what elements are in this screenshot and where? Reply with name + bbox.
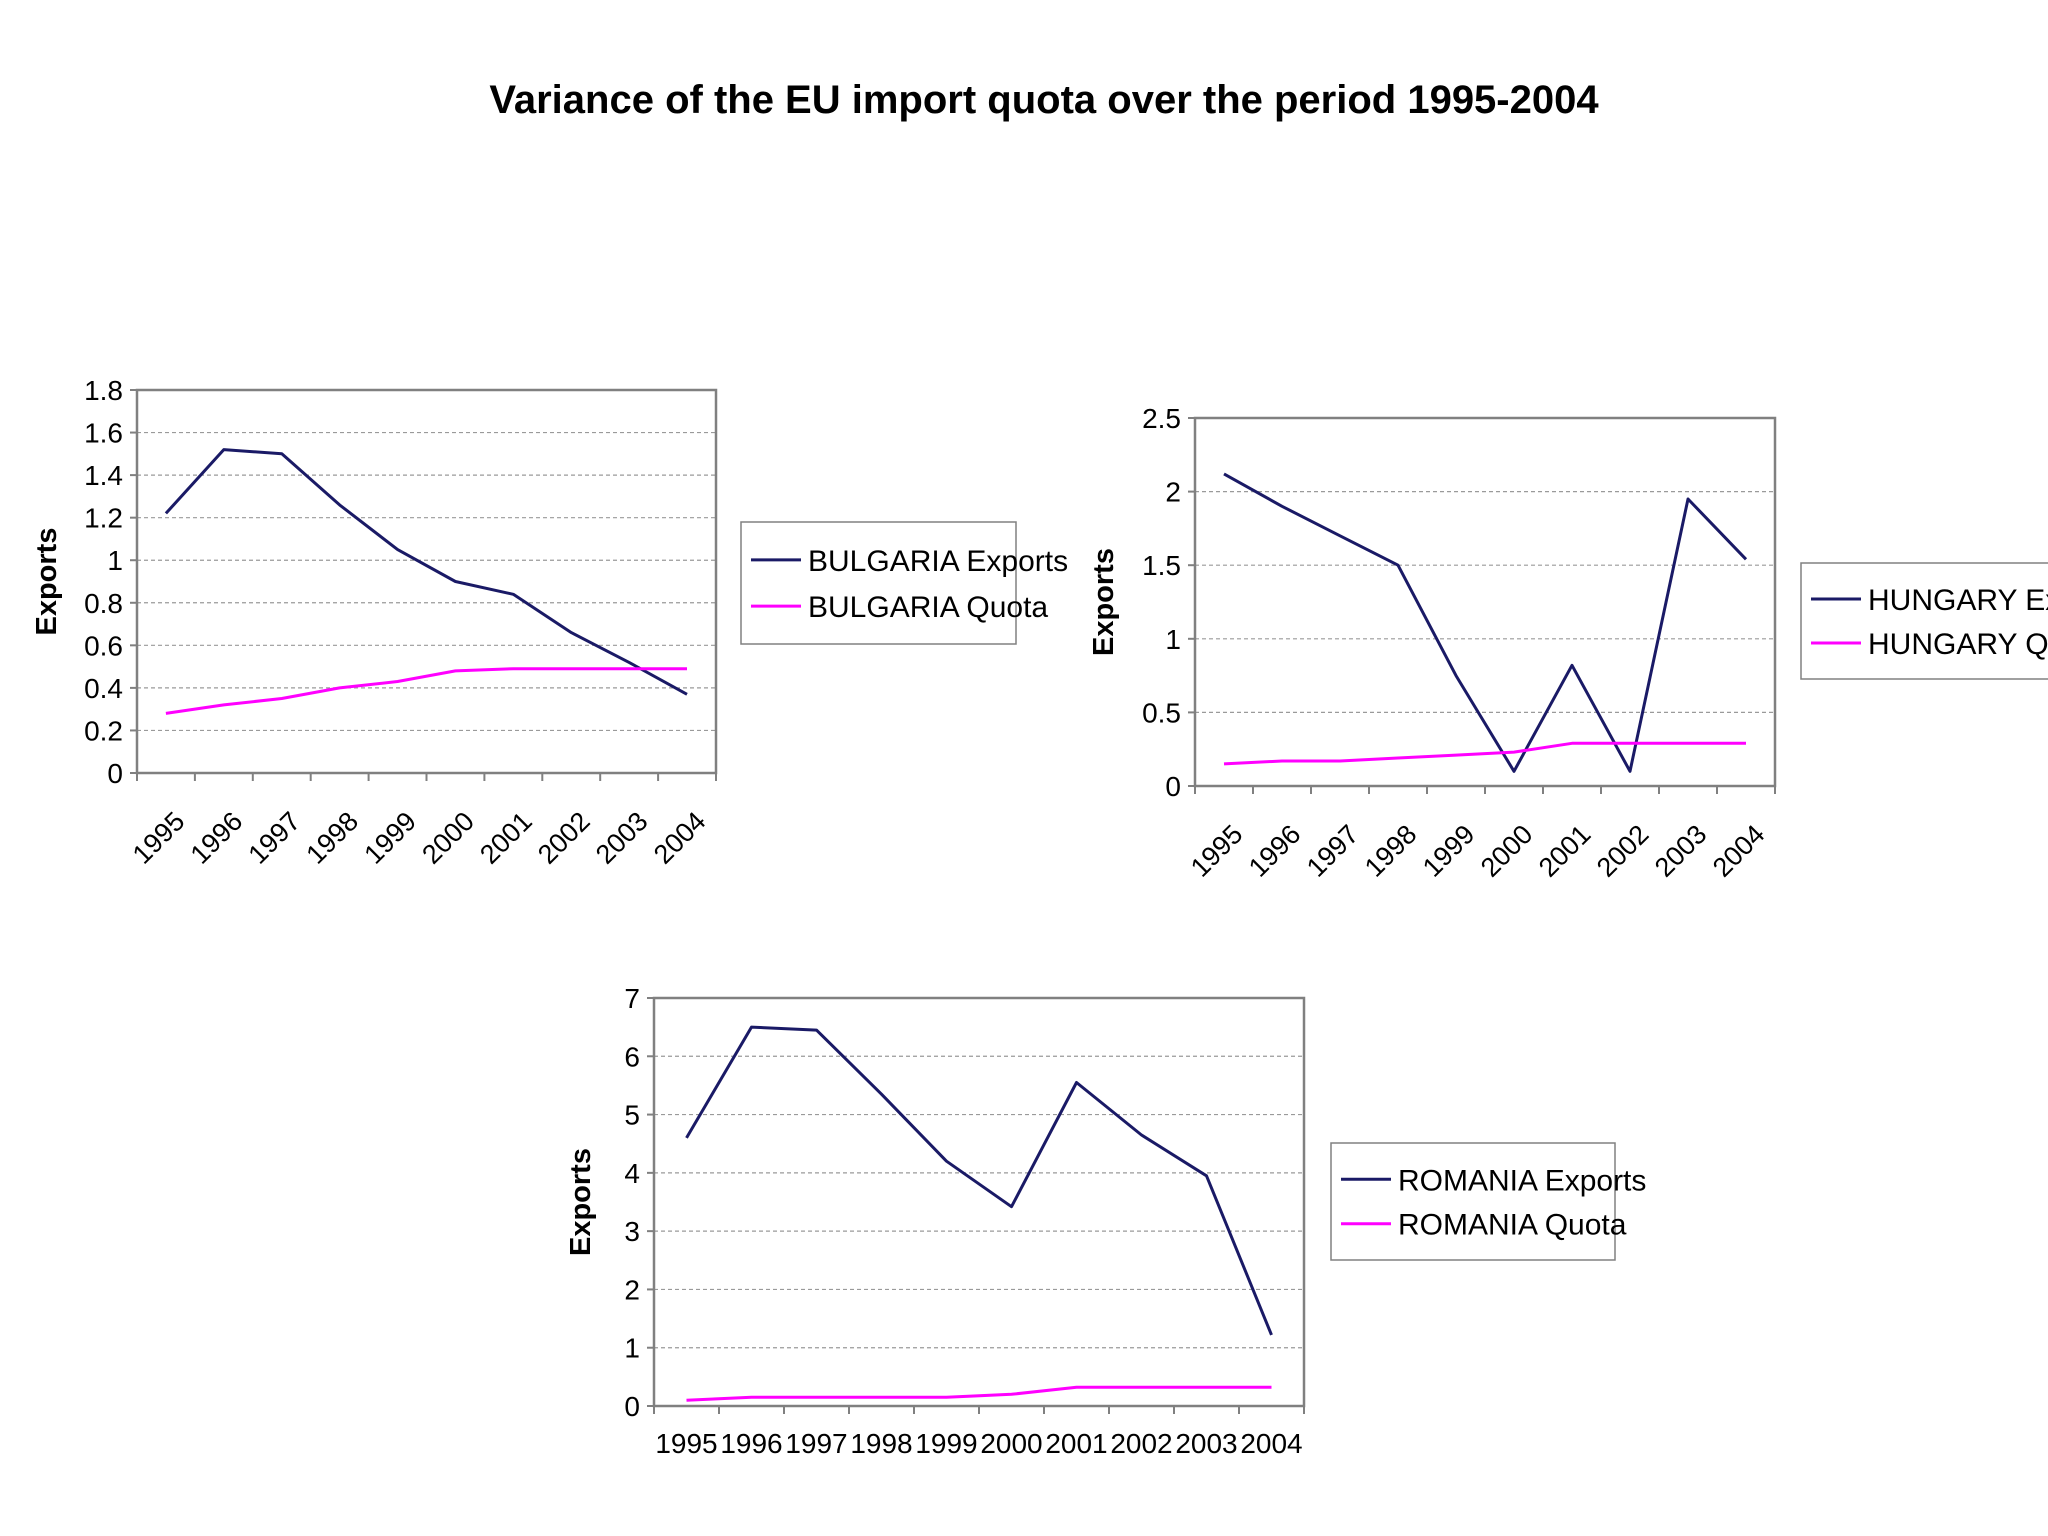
y-tick-label: 2 — [1165, 477, 1181, 508]
y-tick-label: 1.5 — [1142, 550, 1181, 581]
y-tick-label: 2 — [624, 1274, 640, 1305]
x-tick-label: 1999 — [358, 806, 422, 870]
legend-box — [1330, 1142, 1616, 1261]
plot-area — [1195, 418, 1775, 786]
x-tick-label: 2000 — [416, 806, 480, 870]
x-tick-label: 1996 — [720, 1428, 782, 1459]
legend-box — [740, 521, 1017, 645]
x-tick-label: 1995 — [1185, 819, 1249, 883]
x-tick-label: 2002 — [532, 806, 596, 870]
series-line-exports — [1223, 472, 1748, 773]
x-tick-label: 2003 — [590, 806, 654, 870]
y-tick-label: 6 — [624, 1041, 640, 1072]
x-tick-label: 1998 — [300, 806, 364, 870]
legend: ROMANIA Exports ROMANIA Quota — [1330, 1142, 1646, 1261]
x-tick-label: 2001 — [1533, 819, 1597, 883]
x-tick-label: 2002 — [1591, 819, 1655, 883]
x-tick-label: 1997 — [243, 806, 307, 870]
chart-bulgaria: 00.20.40.60.811.21.41.61.819951996199719… — [31, 375, 1068, 870]
y-axis-label: Exports — [1088, 548, 1120, 656]
legend-box — [1800, 562, 2048, 680]
y-tick-label: 0.4 — [84, 673, 123, 704]
y-axis-label: Exports — [31, 528, 63, 636]
y-tick-label: 1 — [624, 1333, 640, 1364]
x-tick-label: 2003 — [1649, 819, 1713, 883]
legend-entry: ROMANIA Exports — [1398, 1164, 1646, 1197]
y-tick-label: 1.4 — [84, 460, 123, 491]
legend-entry: BULGARIA Quota — [808, 591, 1048, 624]
y-tick-label: 5 — [624, 1100, 640, 1131]
legend-entry: HUNGARY Exports — [1868, 584, 2048, 617]
series-line-exports — [164, 448, 688, 696]
y-tick-label: 4 — [624, 1158, 640, 1189]
x-tick-label: 2004 — [648, 806, 712, 870]
y-tick-label: 0.5 — [1142, 697, 1181, 728]
y-tick-label: 1 — [107, 545, 123, 576]
series-line-quota — [165, 667, 687, 715]
y-tick-label: 0.6 — [84, 630, 123, 661]
y-tick-label: 2.5 — [1142, 403, 1181, 434]
x-tick-label: 2000 — [1475, 819, 1539, 883]
x-tick-label: 1998 — [850, 1428, 912, 1459]
x-tick-label: 1999 — [1417, 819, 1481, 883]
x-tick-label: 2001 — [1045, 1428, 1107, 1459]
page-title: Variance of the EU import quota over the… — [489, 78, 1599, 122]
x-tick-label: 2003 — [1175, 1428, 1237, 1459]
series-line-exports — [685, 1025, 1273, 1336]
x-tick-label: 2000 — [980, 1428, 1042, 1459]
y-tick-label: 0 — [107, 758, 123, 789]
y-tick-label: 1 — [1165, 624, 1181, 655]
x-tick-label: 2002 — [1110, 1428, 1172, 1459]
chart-romania: 0 1 2 3 4 5 6 7 1995 1996 1997 1998 1999 2000 2001 2002… — [565, 983, 1646, 1459]
series-line-quota — [1223, 741, 1746, 766]
series-line-quota — [686, 1385, 1272, 1402]
y-tick-label: 0.8 — [84, 588, 123, 619]
x-tick-label: 2004 — [1707, 819, 1771, 883]
x-tick-label: 1997 — [1301, 819, 1365, 883]
x-tick-label: 1996 — [185, 806, 249, 870]
y-tick-label: 0 — [624, 1391, 640, 1422]
y-tick-label: 0 — [1165, 771, 1181, 802]
legend: HUNGARY Exports HUNGARY Quota — [1800, 562, 2048, 680]
y-tick-label: 1.8 — [84, 375, 123, 406]
x-tick-label: 1998 — [1359, 819, 1423, 883]
y-axis-label: Exports — [565, 1148, 597, 1256]
chart-hungary: 0 0.5 1 1.5 2 2.5 1995199619971998199920002001… — [1088, 403, 2048, 883]
x-tick-label: 1997 — [785, 1428, 847, 1459]
x-tick-label: 1995 — [127, 806, 191, 870]
y-tick-label: 0.2 — [84, 715, 123, 746]
legend: BULGARIA Exports BULGARIA Quota — [740, 521, 1068, 645]
plot-area — [137, 390, 716, 773]
x-tick-label: 2001 — [474, 806, 538, 870]
legend-entry: ROMANIA Quota — [1398, 1209, 1627, 1242]
y-tick-label: 3 — [624, 1216, 640, 1247]
legend-entry: HUNGARY Quota — [1868, 628, 2048, 661]
y-tick-label: 1.2 — [84, 503, 123, 534]
x-tick-label: 2004 — [1240, 1428, 1302, 1459]
y-tick-label: 1.6 — [84, 418, 123, 449]
legend-entry: BULGARIA Exports — [808, 545, 1068, 578]
x-tick-label: 1995 — [655, 1428, 717, 1459]
x-tick-label: 1996 — [1243, 819, 1307, 883]
plot-area — [654, 998, 1304, 1406]
x-tick-label: 1999 — [915, 1428, 977, 1459]
y-tick-label: 7 — [624, 983, 640, 1014]
